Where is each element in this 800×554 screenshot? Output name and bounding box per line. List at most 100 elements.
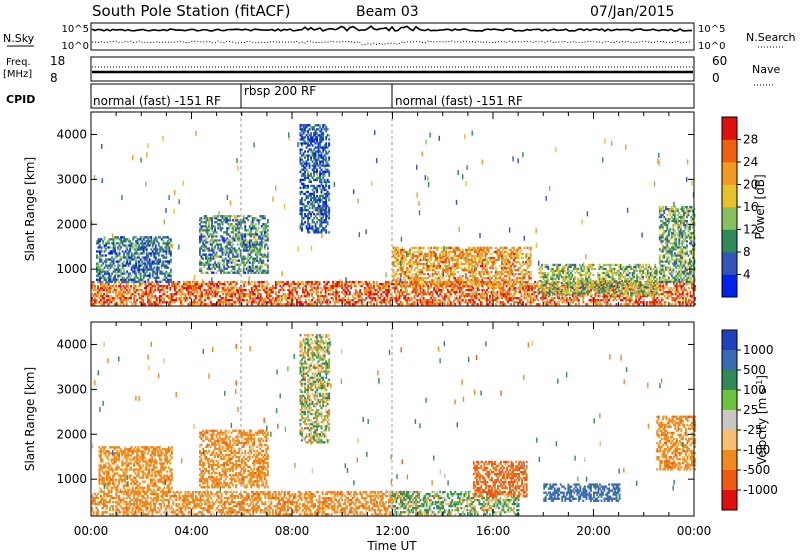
data-cell bbox=[507, 297, 509, 300]
data-cell bbox=[571, 293, 574, 296]
data-cell bbox=[167, 301, 170, 304]
data-cell bbox=[328, 213, 331, 216]
data-cell bbox=[307, 162, 309, 165]
data-cell bbox=[232, 231, 235, 234]
data-cell bbox=[253, 247, 256, 250]
data-cell bbox=[308, 166, 311, 169]
data-cell bbox=[202, 243, 204, 246]
data-cell bbox=[201, 297, 203, 300]
data-cell bbox=[266, 245, 269, 248]
data-cell bbox=[510, 299, 512, 302]
data-cell bbox=[653, 301, 656, 304]
data-cell bbox=[577, 301, 580, 304]
data-cell bbox=[123, 280, 126, 283]
data-cell bbox=[169, 280, 172, 283]
data-cell bbox=[230, 245, 233, 248]
data-cell bbox=[299, 223, 302, 226]
data-cell bbox=[219, 280, 221, 284]
data-cell bbox=[606, 299, 609, 302]
data-cell bbox=[248, 235, 251, 238]
data-cell bbox=[118, 254, 121, 257]
data-cell bbox=[127, 238, 130, 241]
data-cell bbox=[354, 291, 357, 294]
data-cell bbox=[250, 223, 253, 226]
data-cell bbox=[308, 205, 311, 208]
data-cell bbox=[395, 279, 398, 282]
data-cell bbox=[304, 209, 306, 212]
data-cell bbox=[126, 276, 129, 279]
data-cell bbox=[168, 238, 171, 241]
data-cell bbox=[419, 299, 422, 302]
data-cell bbox=[128, 291, 131, 294]
data-cell bbox=[270, 303, 273, 306]
data-cell bbox=[567, 299, 570, 302]
data-cell bbox=[213, 303, 215, 306]
data-cell bbox=[428, 299, 431, 302]
data-cell bbox=[215, 235, 218, 238]
data-cell bbox=[124, 250, 127, 253]
data-cell bbox=[446, 295, 449, 298]
data-cell bbox=[591, 297, 594, 300]
data-cell bbox=[328, 217, 331, 220]
data-cell bbox=[215, 253, 218, 256]
data-cell bbox=[479, 303, 482, 306]
data-cell bbox=[385, 291, 387, 294]
nave-tick-top: 60 bbox=[712, 54, 727, 68]
data-cell bbox=[308, 138, 311, 141]
data-cell bbox=[204, 288, 206, 292]
data-cell bbox=[425, 254, 428, 258]
data-cell bbox=[209, 233, 212, 236]
data-cell bbox=[253, 271, 256, 274]
data-cell bbox=[472, 295, 475, 298]
data-cell bbox=[159, 272, 162, 275]
data-cell bbox=[260, 225, 263, 228]
data-cell bbox=[365, 293, 368, 296]
data-cell bbox=[422, 264, 425, 268]
data-cell bbox=[151, 244, 154, 247]
data-cell bbox=[430, 303, 433, 306]
data-cell bbox=[215, 271, 218, 274]
data-cell bbox=[256, 269, 259, 272]
data-cell bbox=[686, 293, 689, 296]
data-cell bbox=[651, 301, 654, 304]
data-cell bbox=[253, 267, 256, 270]
data-cell bbox=[584, 284, 586, 288]
data-cell bbox=[419, 246, 422, 249]
data-cell bbox=[422, 301, 425, 304]
data-cell bbox=[381, 282, 384, 286]
data-cell bbox=[666, 286, 669, 290]
nsearch-label: N.Search bbox=[746, 31, 796, 44]
data-cell bbox=[211, 280, 214, 284]
data-cell bbox=[526, 284, 529, 288]
data-cell bbox=[388, 284, 390, 288]
data-cell bbox=[263, 223, 266, 226]
data-cell bbox=[190, 297, 193, 300]
data-cell bbox=[294, 282, 297, 286]
data-cell bbox=[553, 297, 556, 300]
data-cell bbox=[570, 299, 573, 302]
data-cell bbox=[320, 160, 323, 163]
data-cell bbox=[304, 170, 306, 173]
data-cell bbox=[499, 288, 502, 292]
data-cell bbox=[403, 283, 405, 286]
data-cell bbox=[271, 303, 274, 306]
data-cell bbox=[214, 247, 216, 250]
data-cell bbox=[499, 295, 502, 298]
data-cell bbox=[681, 288, 684, 292]
data-cell bbox=[205, 291, 208, 294]
data-cell bbox=[251, 233, 254, 236]
data-cell bbox=[433, 264, 436, 268]
data-cell bbox=[419, 258, 422, 262]
data-cell bbox=[403, 280, 405, 284]
data-cell bbox=[260, 243, 263, 246]
data-cell bbox=[624, 301, 627, 304]
data-cell bbox=[431, 303, 434, 306]
data-cell bbox=[302, 130, 305, 133]
data-cell bbox=[307, 221, 309, 224]
data-cell bbox=[472, 286, 475, 290]
data-cell bbox=[259, 257, 262, 260]
data-cell bbox=[308, 303, 310, 306]
data-cell bbox=[227, 233, 230, 236]
data-cell bbox=[149, 299, 152, 302]
data-cell bbox=[363, 293, 366, 296]
